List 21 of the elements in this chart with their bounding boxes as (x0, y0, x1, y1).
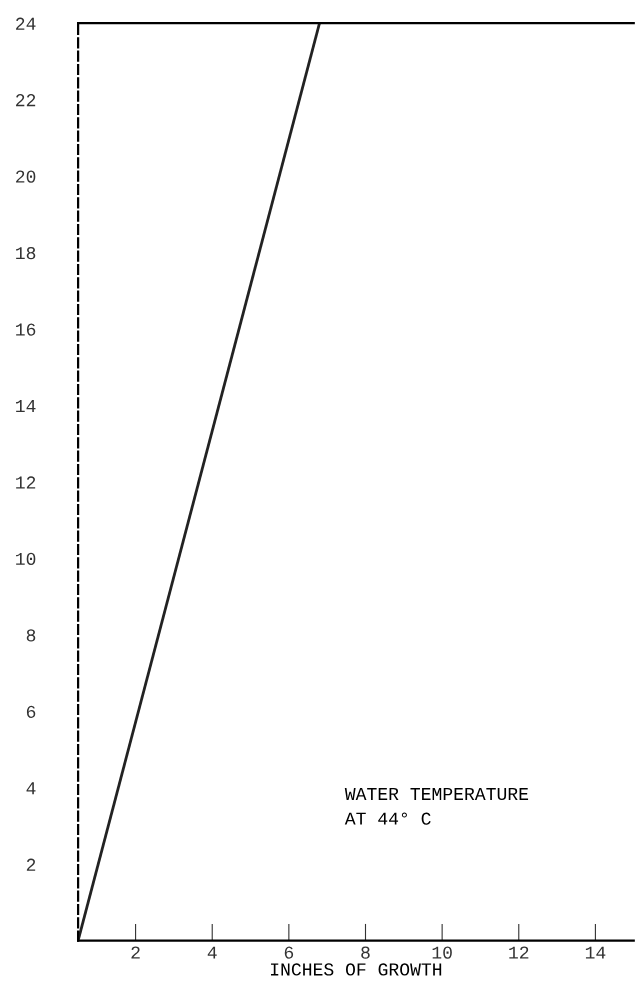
y-tick-label: 14 (16, 400, 36, 412)
x-tick-label: 4 (207, 946, 217, 959)
y-tick-label: 12 (16, 476, 36, 489)
y-tick-label: 10 (16, 552, 36, 566)
x-tick-label: 8 (361, 946, 370, 959)
annotation: WATER TEMPERATURE AT 44° C (344, 788, 529, 825)
y-tick-label: 4 (26, 782, 36, 795)
x-axis-title: INCHES OF GROWTH (271, 963, 442, 976)
x-tick-label: 12 (509, 946, 529, 959)
x-tick-label: 6 (284, 946, 294, 959)
y-tick-label: 22 (16, 94, 36, 107)
y-tick-label: 16 (16, 323, 36, 336)
y-tick-label: 8 (26, 629, 36, 642)
x-tick-label: 2 (131, 946, 140, 959)
x-tick-label: 14 (585, 946, 606, 959)
x-tick-label: 10 (432, 946, 452, 959)
y-tick-label: 20 (16, 170, 36, 183)
y-tick-label: 6 (26, 705, 36, 718)
y-tick-label: 18 (16, 246, 36, 260)
y-tick-label: 24 (16, 17, 36, 30)
y-tick-label: 2 (26, 858, 36, 871)
